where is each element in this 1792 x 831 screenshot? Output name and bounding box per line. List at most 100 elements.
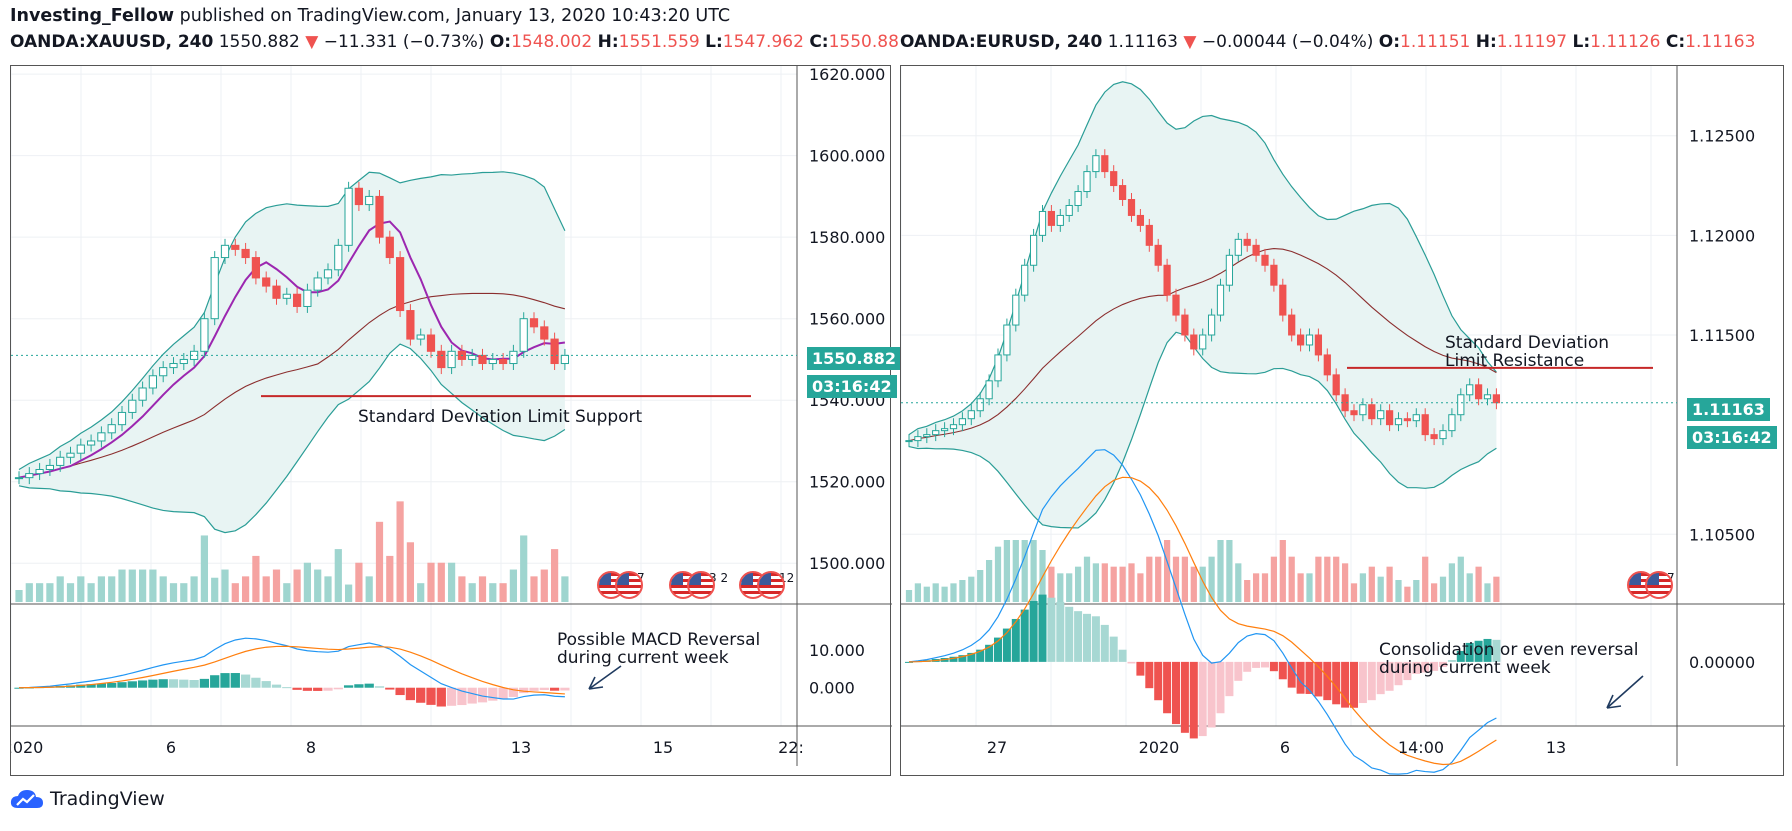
left-change: −11.331 (−0.73%) [323,32,485,52]
candle-body [148,375,158,389]
volume-bar [540,569,548,602]
right-symbol[interactable]: OANDA:EURUSD, 240 [900,32,1103,52]
macd-histogram-bar [1109,636,1118,662]
left-high: 1551.559 [618,32,700,52]
candle-body [1288,314,1296,336]
macd-histogram-bar [1180,661,1189,733]
left-symbol[interactable]: OANDA:XAUUSD, 240 [10,32,214,52]
macd-histogram-bar [1438,661,1448,667]
candle-body [1083,171,1091,193]
volume-bar [1057,573,1064,602]
macd-histogram-bar [1207,661,1216,728]
volume-bar [1484,583,1491,602]
consolidation-annotation-2: during current week [1379,658,1551,678]
macd-histogram-bar [1341,661,1350,708]
candle-body [958,418,967,426]
signal-line [18,645,565,695]
macd-histogram-bar [1260,661,1270,668]
xauusd-chart-panel[interactable]: 1620.000 1600.000 1580.000 1560.000 1540.000… [10,65,902,777]
macd-histogram-bar [251,677,261,688]
left-low: 1547.962 [722,32,804,52]
candle-body [251,257,261,279]
right-c-label: C: [1665,32,1686,52]
ema-line [18,220,566,479]
tradingview-logo[interactable]: TradingView [10,788,165,810]
candle-body [1323,354,1331,376]
macd-line [908,449,1497,775]
left-open: 1548.002 [511,32,593,52]
candle-body [159,367,168,377]
author-name[interactable]: Investing_Fellow [10,6,175,26]
candle-body [1457,394,1465,416]
left-o-label: O: [489,32,512,52]
xauusd-events-3[interactable]: 12 [739,571,794,599]
published-text: published on TradingView.com, January 13… [174,6,731,26]
candle-body [478,354,487,365]
macd-histogram-bar [1252,661,1261,668]
macd-histogram-bar [1421,661,1430,673]
candle-body [914,436,922,442]
volume-bar [1475,566,1482,602]
macd-histogram-bar [127,681,137,688]
macd-histogram-bar [1376,661,1385,695]
volume-bar [530,576,538,602]
macd-histogram-bar [1385,661,1394,691]
candle-body [1145,224,1153,246]
signal-line [908,476,1497,766]
right-h-label: H: [1475,32,1497,52]
candle-body [231,244,240,250]
volume-bar [1172,556,1180,602]
volume-bar [1048,566,1055,602]
macd-histogram-bar [1483,638,1492,662]
xauusd-events-2[interactable]: 3 2 [669,571,728,599]
volume-bar [1341,563,1349,602]
price-axis-tick: 1.12500 [1689,127,1755,146]
candle-body [1092,155,1100,173]
macd-histogram-bar [1100,624,1109,662]
volume-bar [1146,556,1153,602]
xauusd-chart-svg[interactable]: 1620.0001600.0001580.0001560.0001540.000… [11,66,892,777]
volume-bar [499,583,507,602]
bollinger-band-fill [909,81,1497,528]
macd-histogram-bar [1456,650,1465,662]
volume-bar [489,583,497,602]
candle-body [344,187,353,246]
xauusd-events-1[interactable]: 7 [597,571,645,599]
eurusd-chart-svg[interactable]: 1.12500 1.12000 1.11500 1.10500 0.00000 27 202… [901,66,1785,777]
candle-body [1029,234,1038,266]
volume-bar [66,583,75,602]
candle-body [1199,334,1207,350]
time-axis-tick: 2020 [1139,738,1180,757]
eurusd-chart-panel[interactable]: 1.12500 1.12000 1.11500 1.10500 0.00000 27 202… [900,65,1785,777]
candle-body [1190,334,1198,350]
macd-histogram-bar [1002,628,1011,662]
candle-body [509,350,518,365]
time-axis-tick: 6 [1280,738,1290,757]
left-c-label: C: [809,32,829,52]
volume-bar [272,569,281,602]
eurusd-countdown: 03:16:42 [1687,426,1777,449]
macd-histogram-bar [1029,600,1038,662]
candle-body [354,187,364,206]
volume-bar [905,590,913,602]
macd-histogram-bar [549,687,560,691]
macd-histogram-bar [1474,640,1483,662]
volume-bar [200,535,209,602]
candle-body [406,310,415,340]
volume-bar [128,569,136,602]
eurusd-events-1[interactable]: 7 [1627,571,1675,599]
macd-histogram-bar [343,685,354,688]
price-axis-tick: 1.11500 [1689,326,1755,345]
macd-histogram-bar [1332,661,1341,705]
candle-body [323,269,333,279]
macd-axis-tick: 10.000 [809,641,865,660]
candle-body [1065,204,1073,216]
volume-bar [1359,573,1367,602]
volume-bar [1074,566,1082,602]
volume-bar [406,542,415,602]
macd-histogram-bar [199,678,210,688]
candle-body [1216,284,1225,316]
candle-body [540,326,549,340]
candle-body [1181,314,1189,336]
volume-bar [1333,556,1340,602]
